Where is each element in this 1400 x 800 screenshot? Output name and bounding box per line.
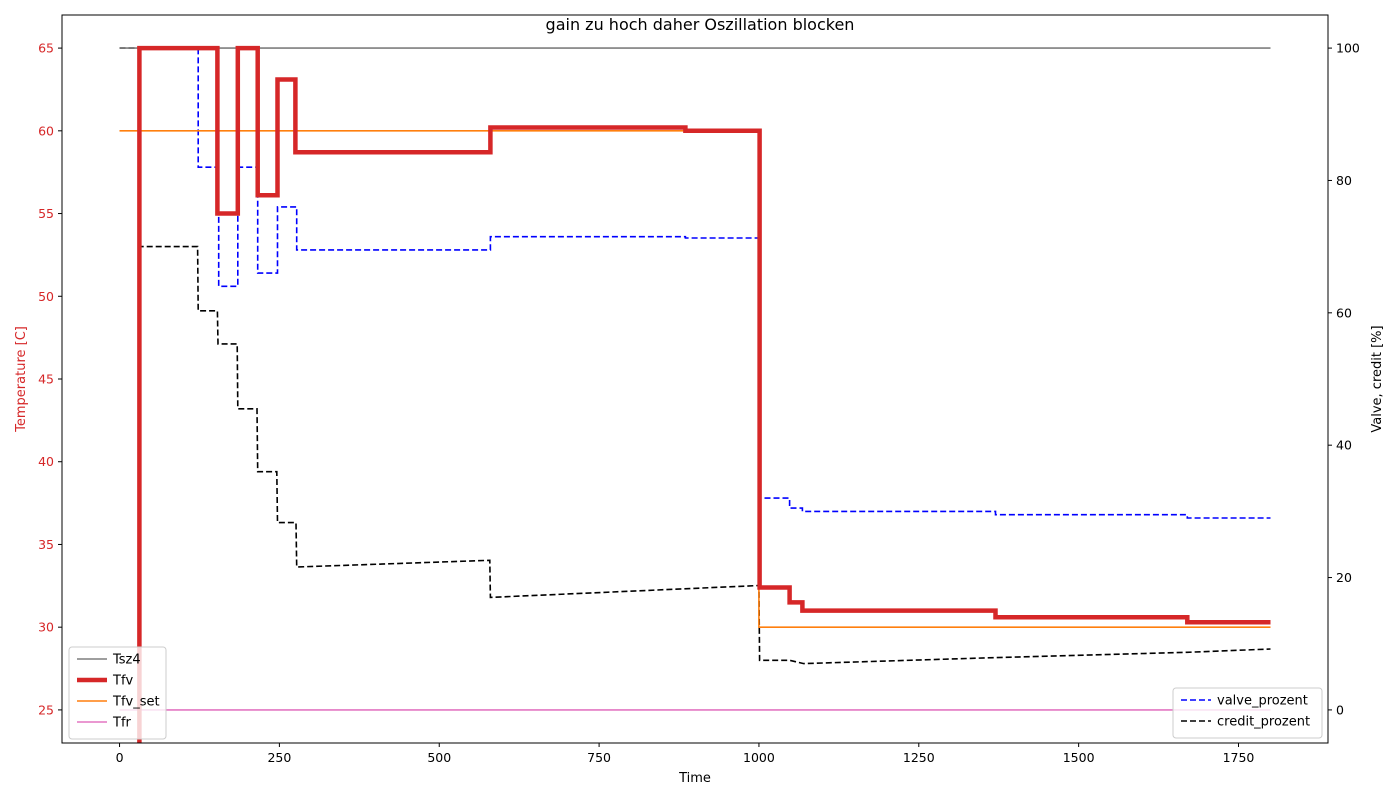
legend-label-tfv: Tfv [112,674,134,689]
x-axis-label: Time [678,771,711,786]
y-left-tick-label: 45 [38,372,54,387]
axes-layer: 0 250 500 750 1000 1250 1500 175025303540455055… [38,14,1360,765]
legend-label-tfv-set: Tfv_set [112,695,160,710]
x-tick-label: 1750 [1223,750,1255,765]
y-axis-left-label: Temperature [C] [14,326,29,433]
legend-label-tfr: Tfr [112,716,132,731]
x-tick-label: 500 [427,750,451,765]
x-tick-label: 1500 [1063,750,1095,765]
series-layer [119,45,1271,743]
x-tick-label: 1000 [743,750,775,765]
chart-title: gain zu hoch daher Oszillation blocken [546,15,855,34]
x-tick-label: 0 [116,750,124,765]
legend-label-tsz4: Tsz4 [112,653,141,668]
y-left-tick-label: 40 [38,454,54,469]
y-right-tick-label: 40 [1336,438,1352,453]
legend-label-valve-prozent: valve_prozent [1217,694,1308,709]
y-left-tick-label: 55 [38,206,54,221]
y-right-tick-label: 80 [1336,173,1352,188]
x-tick-label: 1250 [903,750,935,765]
plot-area [62,15,1328,743]
legend-box [68,646,167,740]
y-left-tick-label: 50 [38,289,54,304]
series-line-tfv [137,45,1271,743]
y-right-tick-label: 60 [1336,305,1352,320]
series-line-credit-prozent [119,47,1271,665]
y-right-tick-label: 20 [1336,570,1352,585]
x-tick-label: 750 [587,750,611,765]
y-left-tick-label: 35 [38,537,54,552]
y-right-tick-label: 100 [1336,41,1360,56]
y-left-tick-label: 25 [38,702,54,717]
legend-left: Tsz4 Tfv Tfv_set Tfr [68,646,167,740]
y-left-tick-label: 65 [38,41,54,56]
y-left-tick-label: 60 [38,123,54,138]
legend-label-credit-prozent: credit_prozent [1217,715,1310,730]
y-right-tick-label: 0 [1336,702,1344,717]
y-left-tick-label: 30 [38,620,54,635]
y-axis-right-label: Valve, credit [%] [1370,325,1385,432]
x-tick-label: 250 [267,750,291,765]
legend-right: valve_prozent credit_prozent [1172,687,1323,739]
